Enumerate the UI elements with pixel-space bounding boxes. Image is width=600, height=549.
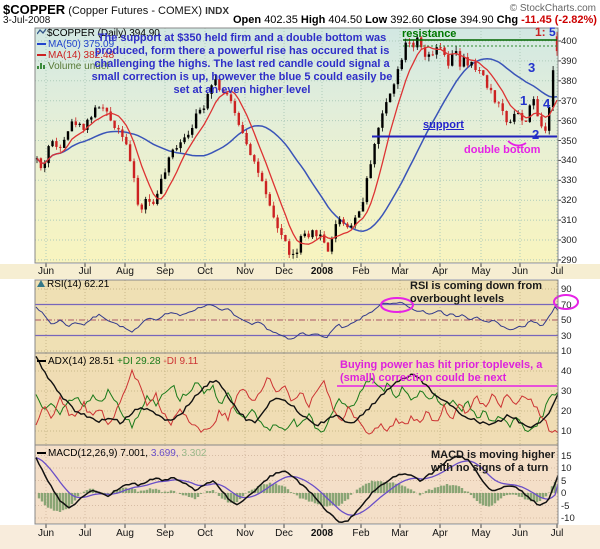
ma50-legend-text: MA(50) 375.09 [48,39,115,50]
header-title: $COPPER (Copper Futures - COMEX) INDX [3,2,229,17]
month-label: Nov [236,266,254,277]
month-label: Jun [37,528,55,539]
ndi-legend-text: -DI 9.11 [163,356,199,367]
month-label: May [471,266,491,277]
ma14-legend: MA(14) 382.48 [37,50,160,61]
main-legend-title: $COPPER (Daily) 394.90 [47,28,160,39]
macd-annotation-line1: MACD is moving higher [431,449,556,461]
month-label: Jul [78,266,92,277]
adx-annotation-line1: Buying power has hit prior toplevels, a [340,359,543,371]
month-label: Feb [352,528,370,539]
month-label: Jul [78,528,92,539]
low-label: Low [365,14,388,26]
month-label: Mar [391,528,409,539]
month-label: Aug [116,266,134,277]
open-value: 402.35 [264,14,298,26]
macd-legend-text: MACD(12,26,9) 7.001, [48,448,149,459]
month-label: 2008 [310,528,334,539]
resistance-label: resistance [402,28,457,40]
volume-bars-icon [37,61,46,72]
month-label: Aug [116,528,134,539]
rsi-annotation-line2: overbought levels [410,292,505,305]
month-label: Jun [37,266,55,277]
support-label: support [423,119,464,131]
open-label: Open [233,14,262,26]
adx-legend-text: ADX(14) 28.51 [48,356,115,367]
ma50-legend: MA(50) 375.09 [37,39,160,50]
wave-label-top: 1: 5 [535,25,556,39]
wave-top-red: 1: [535,25,546,39]
wave-label-1: 1 [520,93,528,108]
macd-swatch-icon [37,452,46,455]
month-label: Mar [391,266,409,277]
macd-annotation-line2: with no signs of a turn [431,461,549,474]
month-label: Oct [197,528,213,539]
wave-label-3: 3 [528,60,536,75]
macd-signal-legend-text: 3.699, [150,448,179,459]
quote-date: 3-Jul-2008 [3,15,51,26]
rsi-legend-text: RSI(14) 62.21 [47,279,110,290]
ma14-legend-text: MA(14) 382.48 [48,50,115,61]
close-label: Close [426,14,457,26]
main-legend-title-row: $COPPER (Daily) 394.90 [36,28,160,39]
main-legend: $COPPER (Daily) 394.90 MA(50) 375.09 MA(… [36,28,160,72]
month-label: Nov [236,528,254,539]
chg-label: Chg [496,14,519,26]
low-value: 392.60 [390,14,424,26]
month-label: 2008 [310,266,334,277]
pdi-legend-text: +DI 29.28 [116,356,161,367]
close-value: 394.90 [459,14,494,26]
month-label: Oct [197,266,213,277]
rsi-annotation: RSI is coming down from overbought level… [410,280,542,305]
month-label: Dec [275,266,293,277]
adx-annotation: Buying power has hit prior toplevels, a … [340,359,542,384]
wave-top-blue: 5 [549,25,556,39]
rsi-triangle-icon [37,280,45,287]
macd-legend-main: MACD(12,26,9) 7.001, [37,448,148,459]
ma50-swatch-icon [37,43,46,46]
month-label: Apr [432,266,448,277]
quote-row: Open 402.35 High 404.50 Low 392.60 Close… [233,14,600,26]
chg-value: -11.45 (-2.82%) [521,14,597,26]
month-label: May [471,528,491,539]
adx-annotation-line2: (small) correction could be next [340,371,507,384]
main-annotation: The support at $350 held firm and a doub… [91,32,393,96]
symbol-description: (Copper Futures - COMEX) [65,5,206,17]
month-label: Feb [352,266,370,277]
x-axis-months-bottom: Jun Jul Aug Sep Oct Nov Dec 2008 Feb Mar Apr May Jun… [0,528,600,540]
adx-legend-main: ADX(14) 28.51 [37,356,114,367]
month-label: Jun [511,528,529,539]
wave-label-4: 4 [543,96,551,111]
volume-legend: Volume undef [37,61,160,72]
high-value: 404.50 [328,14,363,26]
month-label: Jun [511,266,529,277]
symbol: $COPPER [3,2,66,17]
macd-hist-legend-text: 3.302 [181,448,207,459]
stockcharts-credit: © StockCharts.com [509,3,596,14]
month-label: Sep [156,528,174,539]
macd-legend: MACD(12,26,9) 7.001, 3.699, 3.302 [37,448,206,459]
sparkline-icon [36,28,47,35]
adx-swatch-icon [37,360,46,363]
rsi-legend: RSI(14) 62.21 [37,279,109,290]
high-label: High [300,14,326,26]
double-bottom-label: double bottom [464,144,541,156]
month-label: Apr [432,528,448,539]
adx-legend: ADX(14) 28.51 +DI 29.28 -DI 9.11 [37,356,198,367]
exchange: INDX [205,6,230,17]
volume-legend-text: Volume undef [48,61,110,72]
month-label: Sep [156,266,174,277]
rsi-annotation-line1: RSI is coming down from [410,280,543,292]
month-label: Dec [275,528,293,539]
ma14-swatch-icon [37,54,46,57]
macd-annotation: MACD is moving higher with no signs of a… [431,449,555,474]
wave-label-2: 2 [532,127,540,142]
x-axis-months-main: Jun Jul Aug Sep Oct Nov Dec 2008 Feb Mar Apr May Jun… [0,266,600,278]
month-label: Jul [550,266,564,277]
month-label: Jul [550,528,564,539]
